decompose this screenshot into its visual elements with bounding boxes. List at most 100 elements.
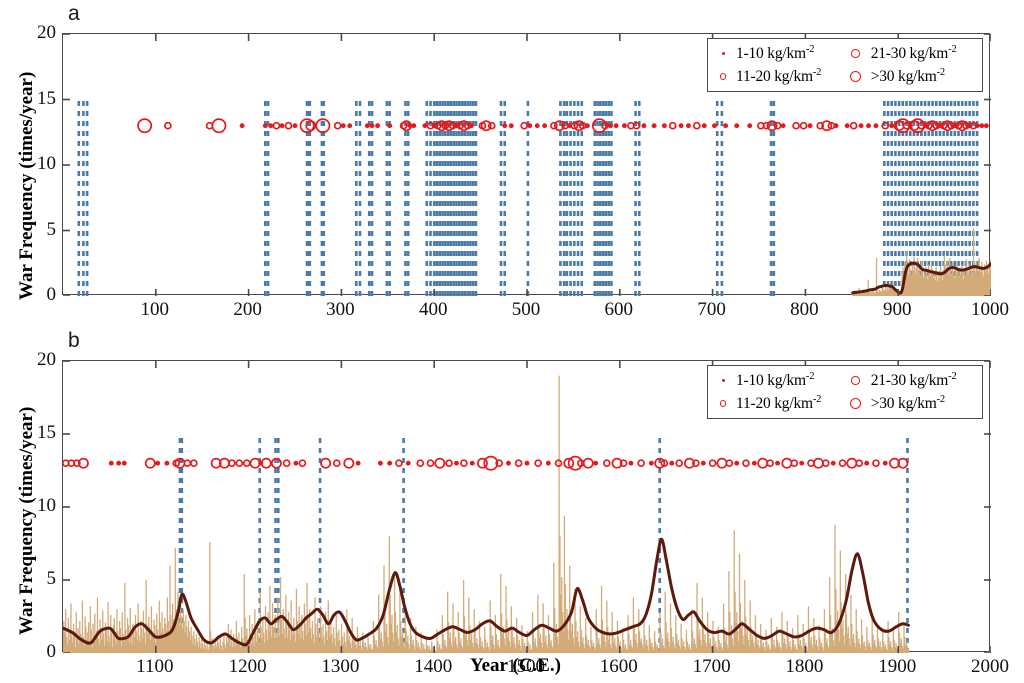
dust-event-marker (387, 460, 393, 466)
dust-event-marker (751, 460, 757, 466)
dust-event-marker (979, 123, 985, 129)
panel-b-letter: b (68, 329, 80, 352)
panel-a-letter: a (68, 2, 80, 25)
y-tick-label: 10 (37, 495, 56, 516)
dust-event-marker (534, 459, 542, 468)
dust-event-marker (838, 459, 847, 468)
panel-b-legend: 1-10 kg/km-2 21-30 kg/km-2 11-20 kg/km-2 >3… (707, 365, 983, 419)
dust-event-marker (407, 123, 413, 129)
dust-event-marker (242, 459, 251, 468)
dust-event-marker (570, 121, 579, 130)
legend-symbol-large-open-circle (845, 395, 867, 412)
smoothed-series (851, 261, 991, 295)
dust-event-marker (766, 459, 774, 468)
y-tick-label: 0 (46, 284, 57, 305)
dust-event-marker (545, 460, 551, 466)
dust-event-marker (821, 120, 833, 132)
dust-event-marker (355, 460, 361, 466)
dust-event-marker (678, 123, 684, 129)
panel-b-canvas (63, 361, 991, 653)
y-tick-label: 20 (37, 349, 56, 370)
dust-event-marker (542, 123, 548, 129)
x-tick-label: 900 (882, 299, 912, 320)
dust-event-marker (262, 123, 268, 129)
dust-event-marker (454, 460, 459, 466)
dust-event-marker (593, 460, 599, 466)
dust-event-marker (956, 120, 968, 132)
dust-event-marker (773, 121, 782, 130)
dust-event-marker (108, 460, 114, 466)
dust-event-marker (660, 459, 669, 468)
dust-event-marker (641, 123, 647, 129)
x-tick-label: 1800 (785, 656, 824, 677)
dust-event-marker (830, 460, 836, 466)
dust-event-marker (654, 457, 666, 469)
dust-event-marker (434, 457, 446, 469)
dust-event-marker (941, 120, 953, 132)
dust-event-marker (554, 120, 565, 132)
raw-annual-series (63, 375, 910, 653)
x-tick-label: 400 (418, 299, 448, 320)
dust-event-marker (628, 460, 634, 466)
dust-event-marker (747, 123, 753, 129)
x-tick-label: 200 (233, 299, 262, 320)
dust-event-marker (608, 123, 613, 129)
legend-label: 21-30 kg/km-2 (870, 43, 957, 63)
panel-a-legend: 1-10 kg/km-2 21-30 kg/km-2 11-20 kg/km-2 >3… (707, 38, 983, 92)
dust-event-marker (235, 459, 244, 468)
dust-event-marker (775, 460, 781, 466)
x-tick-label: 2000 (971, 656, 1009, 677)
dust-event-marker (812, 457, 824, 469)
dust-event-marker (855, 459, 864, 468)
dust-event-marker (734, 123, 740, 129)
legend-symbol-small-filled-dot (714, 372, 732, 389)
dust-event-marker (613, 123, 619, 129)
dust-event-marker (270, 457, 282, 469)
dust-event-marker (734, 460, 740, 466)
dust-event-marker (686, 123, 691, 129)
dust-event-marker (683, 457, 695, 469)
dust-event-marker (469, 460, 475, 466)
dust-event-marker (155, 460, 161, 466)
dust-event-marker (849, 121, 858, 130)
dust-event-marker (268, 123, 274, 129)
dust-event-marker (260, 457, 272, 469)
legend-symbol-small-open-circle (714, 68, 732, 85)
legend-symbol-small-open-circle (714, 395, 732, 412)
legend-symbol-medium-open-circle (845, 372, 867, 389)
dust-event-marker (873, 123, 879, 129)
dust-event-marker (601, 121, 609, 130)
dust-event-marker (723, 123, 729, 129)
dust-event-marker (762, 121, 771, 130)
x-tick-label: 1600 (599, 656, 638, 677)
y-tick-label: 15 (37, 87, 56, 109)
figure-xlabel: Year (C.E.) (470, 655, 561, 676)
x-tick-label: 800 (790, 299, 819, 320)
dust-event-marker (701, 123, 707, 129)
dust-event-marker (974, 123, 980, 129)
dust-event-marker (508, 123, 514, 129)
dust-event-marker (573, 120, 585, 132)
dust-event-marker (458, 120, 470, 132)
dust-event-marker (833, 123, 839, 129)
dust-event-marker (602, 459, 611, 468)
dust-event-marker (563, 457, 575, 469)
dust-event-marker (299, 118, 315, 134)
y-tick-label: 10 (37, 153, 56, 174)
dust-event-marker (520, 121, 529, 130)
dust-event-marker (527, 123, 533, 129)
dust-event-marker (477, 457, 488, 469)
dust-event-marker (340, 123, 346, 129)
panel-b: b 1100 1200 1300 1400 1500 1600 1700 1800 1900 20… (0, 330, 1024, 683)
x-tick-label: 600 (604, 299, 634, 320)
x-tick-label: 100 (140, 299, 170, 320)
dust-event-marker (897, 457, 909, 469)
dust-event-marker (927, 120, 938, 132)
x-tick-label: 1100 (136, 656, 174, 677)
dust-event-marker (692, 459, 700, 468)
y-tick-label: 0 (46, 641, 57, 662)
dust-event-marker (279, 123, 285, 129)
dust-event-marker (282, 459, 291, 468)
dust-event-marker (799, 121, 808, 130)
dust-event-marker (333, 121, 342, 130)
